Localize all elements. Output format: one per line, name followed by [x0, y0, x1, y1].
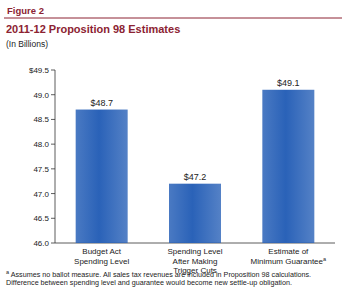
data-label: $49.1 — [277, 78, 300, 88]
y-axis — [55, 70, 56, 243]
bar — [262, 90, 314, 243]
subtitle: (In Billions) — [6, 39, 48, 49]
y-tick — [51, 218, 55, 219]
figure-label: Figure 2 — [7, 5, 44, 16]
y-tick-label: 47.5 — [33, 165, 49, 174]
x-tick-label: Budget ActSpending Level — [74, 247, 129, 266]
label-line: Budget Act — [82, 247, 121, 256]
bar — [76, 110, 128, 243]
bars — [76, 90, 315, 243]
footnote: a Assumes no ballot measure. All sales t… — [6, 271, 338, 288]
title: 2011-12 Proposition 98 Estimates — [6, 23, 180, 35]
y-tick-label: 47.0 — [33, 190, 49, 199]
y-tick — [51, 193, 55, 194]
y-tick — [51, 70, 55, 71]
label-line: Spending Level — [74, 257, 129, 266]
y-tick — [51, 243, 55, 244]
bar — [169, 184, 221, 243]
y-tick-label: 48.5 — [33, 115, 49, 124]
label-line: Spending Level — [167, 247, 222, 256]
label-line: Estimate of — [268, 247, 309, 256]
y-tick-label: 46.0 — [33, 239, 49, 248]
y-tick-label: $49.5 — [29, 66, 50, 75]
label-line: Minimum Guarantee — [251, 257, 324, 266]
y-tick — [51, 119, 55, 120]
y-tick-label: 48.0 — [33, 140, 49, 149]
footnote-marker: a — [323, 256, 327, 262]
footnote-marker: a — [6, 269, 9, 275]
data-label: $47.2 — [184, 172, 207, 182]
label-line: After Making — [173, 257, 218, 266]
y-tick — [51, 168, 55, 169]
y-tick — [51, 94, 55, 95]
y-tick — [51, 144, 55, 145]
header-rule — [4, 18, 342, 19]
y-tick-label: 49.0 — [33, 91, 49, 100]
footnote-text: Assumes no ballot measure. All sales tax… — [6, 270, 311, 287]
y-tick-label: 46.5 — [33, 214, 49, 223]
x-tick-label: Estimate ofMinimum Guaranteea — [251, 247, 327, 266]
data-label: $48.7 — [90, 98, 113, 108]
